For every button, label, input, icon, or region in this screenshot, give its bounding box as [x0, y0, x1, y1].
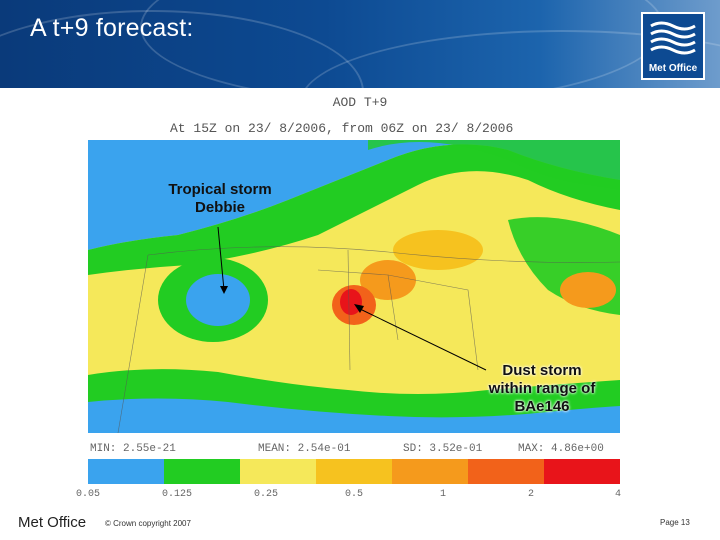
color-scale-ticks: 0.05 0.125 0.25 0.5 1 2 4: [0, 489, 720, 501]
stat-min: MIN: 2.55e-21: [90, 443, 176, 455]
scale-swatch: [316, 459, 392, 484]
scale-tick: 0.05: [75, 489, 101, 500]
storm-label-line1: Tropical storm: [168, 181, 272, 198]
plot-subtitle: At 15Z on 23/ 8/2006, from 06Z on 23/ 8/…: [170, 121, 514, 136]
scale-swatch: [240, 459, 316, 484]
slide-title: A t+9 forecast:: [30, 14, 194, 42]
dust-label-line3: BAe146: [514, 398, 570, 415]
scale-tick: 1: [439, 489, 447, 500]
scale-swatch: [164, 459, 240, 484]
plot-title: AOD T+9: [332, 95, 388, 110]
scale-tick: 0.25: [253, 489, 279, 500]
footer-copyright: © Crown copyright 2007: [105, 519, 191, 528]
stat-mean: MEAN: 2.54e-01: [258, 443, 351, 455]
dust-annotation: Dust storm within range of BAe146: [470, 362, 614, 416]
scale-tick: 2: [527, 489, 535, 500]
dust-label-line1: Dust storm: [502, 362, 582, 379]
page-number: Page 13: [660, 518, 690, 527]
aod-forecast-map: [88, 140, 620, 433]
stat-sd: SD: 3.52e-01: [403, 443, 483, 455]
scale-tick: 0.125: [161, 489, 193, 500]
stats-row: MIN: 2.55e-21 MEAN: 2.54e-01 SD: 3.52e-0…: [88, 443, 620, 456]
scale-swatch: [392, 459, 468, 484]
storm-label-line2: Debbie: [194, 199, 245, 216]
waves-icon: [650, 21, 696, 55]
scale-swatch: [544, 459, 620, 484]
footer-brand: Met Office: [18, 514, 87, 531]
storm-annotation: Tropical storm Debbie: [150, 181, 290, 217]
met-office-logo: Met Office: [641, 12, 705, 80]
logo-text: Met Office: [648, 63, 698, 74]
scale-tick: 4: [614, 489, 622, 500]
stat-max: MAX: 4.86e+00: [518, 443, 604, 455]
scale-swatch: [88, 459, 164, 484]
scale-tick: 0.5: [344, 489, 364, 500]
header-banner: A t+9 forecast: Met Office: [0, 0, 720, 88]
color-scale-bar: [88, 459, 620, 484]
dust-label-line2: within range of: [488, 380, 596, 397]
scale-swatch: [468, 459, 544, 484]
